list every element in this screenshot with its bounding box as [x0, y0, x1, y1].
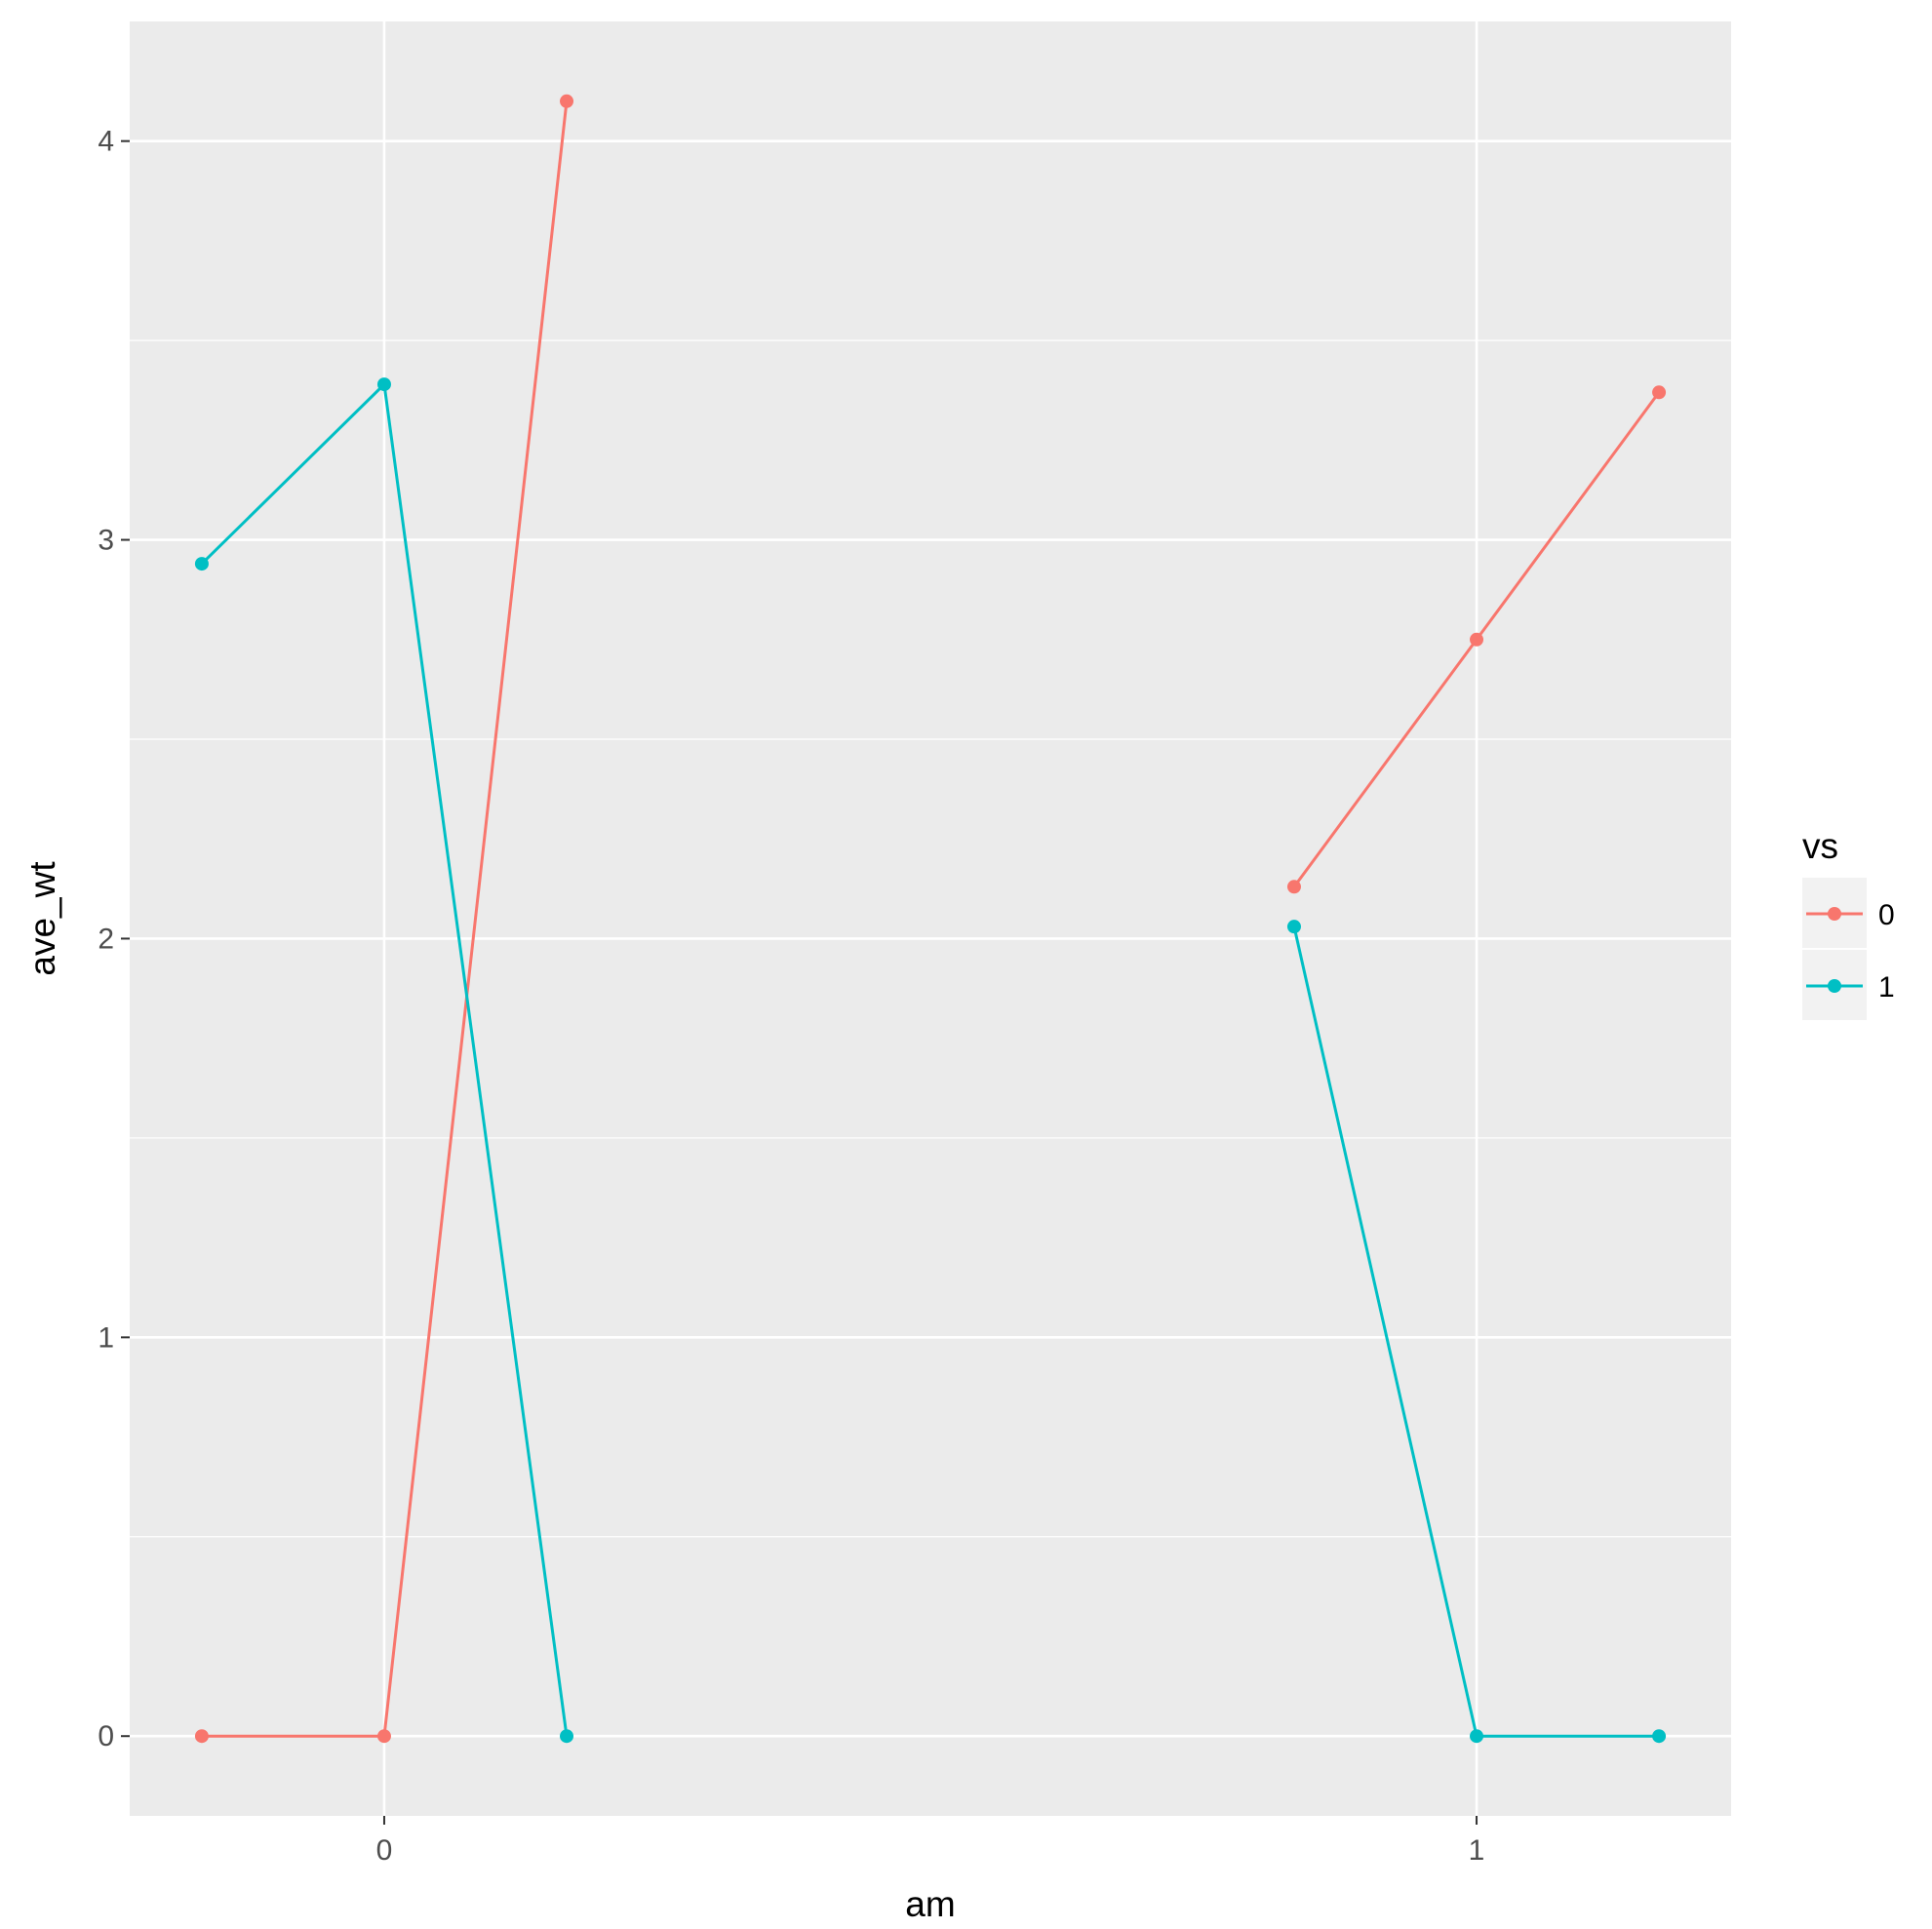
data-point-vs-0: [376, 1729, 391, 1744]
legend-title: vs: [1802, 826, 1838, 866]
legend-label: 1: [1878, 971, 1895, 1004]
legend-label: 0: [1878, 899, 1895, 931]
data-point-vs-1: [1470, 1729, 1484, 1744]
legend-key-point: [1828, 979, 1841, 993]
x-axis-title: am: [905, 1884, 955, 1924]
panel-background: [130, 21, 1731, 1816]
data-point-vs-1: [560, 1729, 574, 1744]
data-point-vs-1: [1652, 1729, 1667, 1744]
data-point-vs-1: [194, 557, 209, 571]
y-tick-label: 4: [98, 126, 114, 158]
grid-minor: [130, 339, 1731, 1538]
legend-keys: 01: [1802, 878, 1895, 1020]
series-layer: [194, 94, 1667, 1744]
data-point-vs-0: [194, 1729, 209, 1744]
data-point-vs-0: [1286, 880, 1301, 894]
y-tick-label: 1: [98, 1321, 114, 1354]
legend-key-point: [1828, 907, 1841, 921]
data-point-vs-0: [1470, 632, 1484, 647]
data-point-vs-1: [1286, 920, 1301, 934]
y-axis-title: ave_wt: [22, 861, 62, 976]
y-tick-label: 0: [98, 1720, 114, 1752]
y-tick-label: 2: [98, 923, 114, 955]
data-point-vs-0: [1652, 385, 1667, 400]
y-tick-label: 3: [98, 525, 114, 557]
grid-major: [130, 21, 1731, 1816]
data-point-vs-1: [376, 377, 391, 392]
axis-ticks: 0 1 2 3 4 0 1: [98, 126, 1484, 1867]
x-tick-label: 0: [376, 1834, 393, 1867]
x-tick-label: 1: [1469, 1834, 1485, 1867]
legend: vs 01: [1802, 826, 1895, 1020]
data-point-vs-0: [560, 94, 574, 108]
